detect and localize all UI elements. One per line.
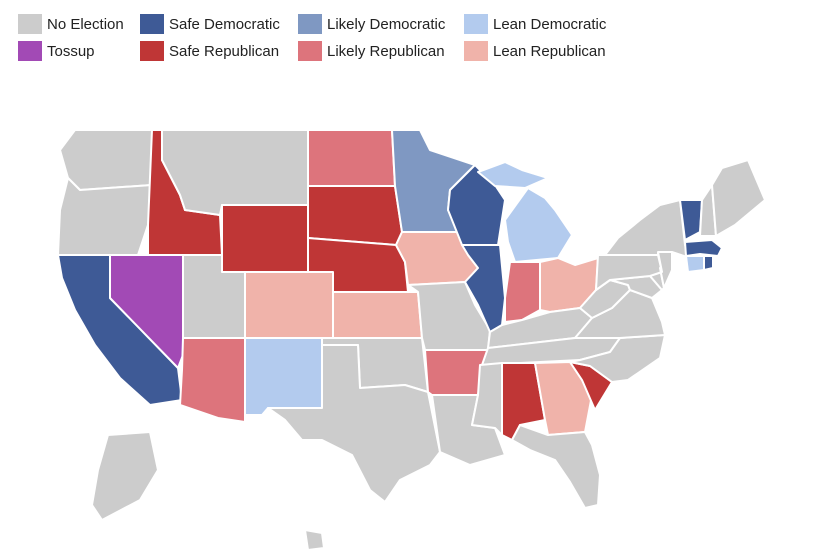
state-ak[interactable] <box>91 431 159 521</box>
state-ks[interactable] <box>332 291 423 339</box>
state-vt[interactable] <box>679 199 703 241</box>
state-me[interactable] <box>711 159 766 237</box>
state-ny[interactable] <box>604 199 691 259</box>
legend-label: Safe Democratic <box>169 15 280 33</box>
legend-item-likely-democratic: Likely Democratic <box>298 14 464 34</box>
legend: No Election Safe Democratic Likely Democ… <box>18 14 634 61</box>
legend-swatch <box>140 14 164 34</box>
state-az[interactable] <box>179 337 246 423</box>
state-hi[interactable] <box>304 529 325 551</box>
state-wa[interactable] <box>59 129 153 191</box>
state-or[interactable] <box>57 177 153 256</box>
legend-label: Tossup <box>47 42 95 60</box>
legend-label: Likely Democratic <box>327 15 446 33</box>
state-co[interactable] <box>244 271 334 339</box>
legend-label: Safe Republican <box>169 42 280 60</box>
state-il[interactable] <box>461 244 506 333</box>
state-mi[interactable] <box>504 187 573 263</box>
legend-item-lean-democratic: Lean Democratic <box>464 14 634 34</box>
state-mt[interactable] <box>161 129 309 216</box>
state-sd[interactable] <box>307 185 403 246</box>
state-ma[interactable] <box>684 239 723 257</box>
legend-label: Lean Republican <box>493 42 606 60</box>
state-tx[interactable] <box>267 344 441 503</box>
state-nc[interactable] <box>569 334 666 383</box>
state-ct[interactable] <box>685 255 705 273</box>
state-wy[interactable] <box>221 204 309 273</box>
legend-item-lean-republican: Lean Republican <box>464 41 634 61</box>
legend-label: Lean Democratic <box>493 15 607 33</box>
legend-swatch <box>18 14 42 34</box>
legend-item-safe-republican: Safe Republican <box>140 41 298 61</box>
state-ri[interactable] <box>703 255 714 271</box>
state-nm[interactable] <box>244 337 323 416</box>
legend-swatch <box>298 41 322 61</box>
legend-label: No Election <box>47 15 124 33</box>
state-mi-up[interactable] <box>477 161 549 189</box>
state-fl[interactable] <box>511 424 601 509</box>
legend-swatch <box>298 14 322 34</box>
legend-swatch <box>140 41 164 61</box>
legend-swatch <box>464 14 488 34</box>
legend-item-likely-republican: Likely Republican <box>298 41 464 61</box>
legend-item-tossup: Tossup <box>18 41 140 61</box>
legend-item-safe-democratic: Safe Democratic <box>140 14 298 34</box>
state-wi[interactable] <box>447 164 506 246</box>
legend-swatch <box>18 41 42 61</box>
legend-label: Likely Republican <box>327 42 445 60</box>
legend-swatch <box>464 41 488 61</box>
state-nd[interactable] <box>307 129 396 187</box>
state-in[interactable] <box>504 261 541 323</box>
legend-item-no-election: No Election <box>18 14 140 34</box>
